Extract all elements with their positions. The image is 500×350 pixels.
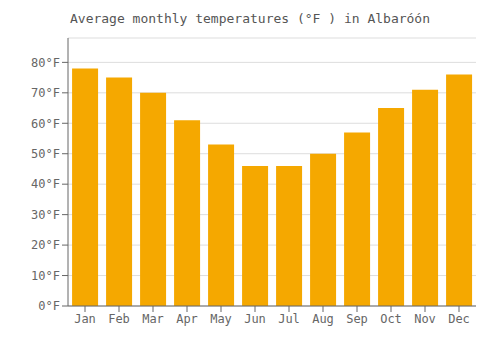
svg-text:50°F: 50°F [31, 147, 60, 161]
svg-text:30°F: 30°F [31, 208, 60, 222]
svg-text:Mar: Mar [142, 312, 164, 326]
svg-text:40°F: 40°F [31, 177, 60, 191]
html-text:Average monthly temperatures (: Average monthly temperatures (°F ) in Al… [70, 11, 430, 26]
svg-text:Jan: Jan [74, 312, 96, 326]
svg-text:Feb: Feb [108, 312, 130, 326]
svg-text:May: May [210, 312, 232, 326]
svg-text:Apr: Apr [176, 312, 198, 326]
svg-text:Dec: Dec [448, 312, 470, 326]
svg-text:20°F: 20°F [31, 238, 60, 252]
svg-text:70°F: 70°F [31, 86, 60, 100]
svg-text:Jul: Jul [278, 312, 300, 326]
svg-text:80°F: 80°F [31, 56, 60, 70]
svg-text:Aug: Aug [312, 312, 334, 326]
svg-text:Sep: Sep [346, 312, 368, 326]
svg-text:Oct: Oct [380, 312, 402, 326]
svg-text:60°F: 60°F [31, 117, 60, 131]
svg-text:0°F: 0°F [38, 299, 60, 313]
svg-text:Jun: Jun [244, 312, 266, 326]
svg-text:Nov: Nov [414, 312, 436, 326]
svg-text:10°F: 10°F [31, 269, 60, 283]
